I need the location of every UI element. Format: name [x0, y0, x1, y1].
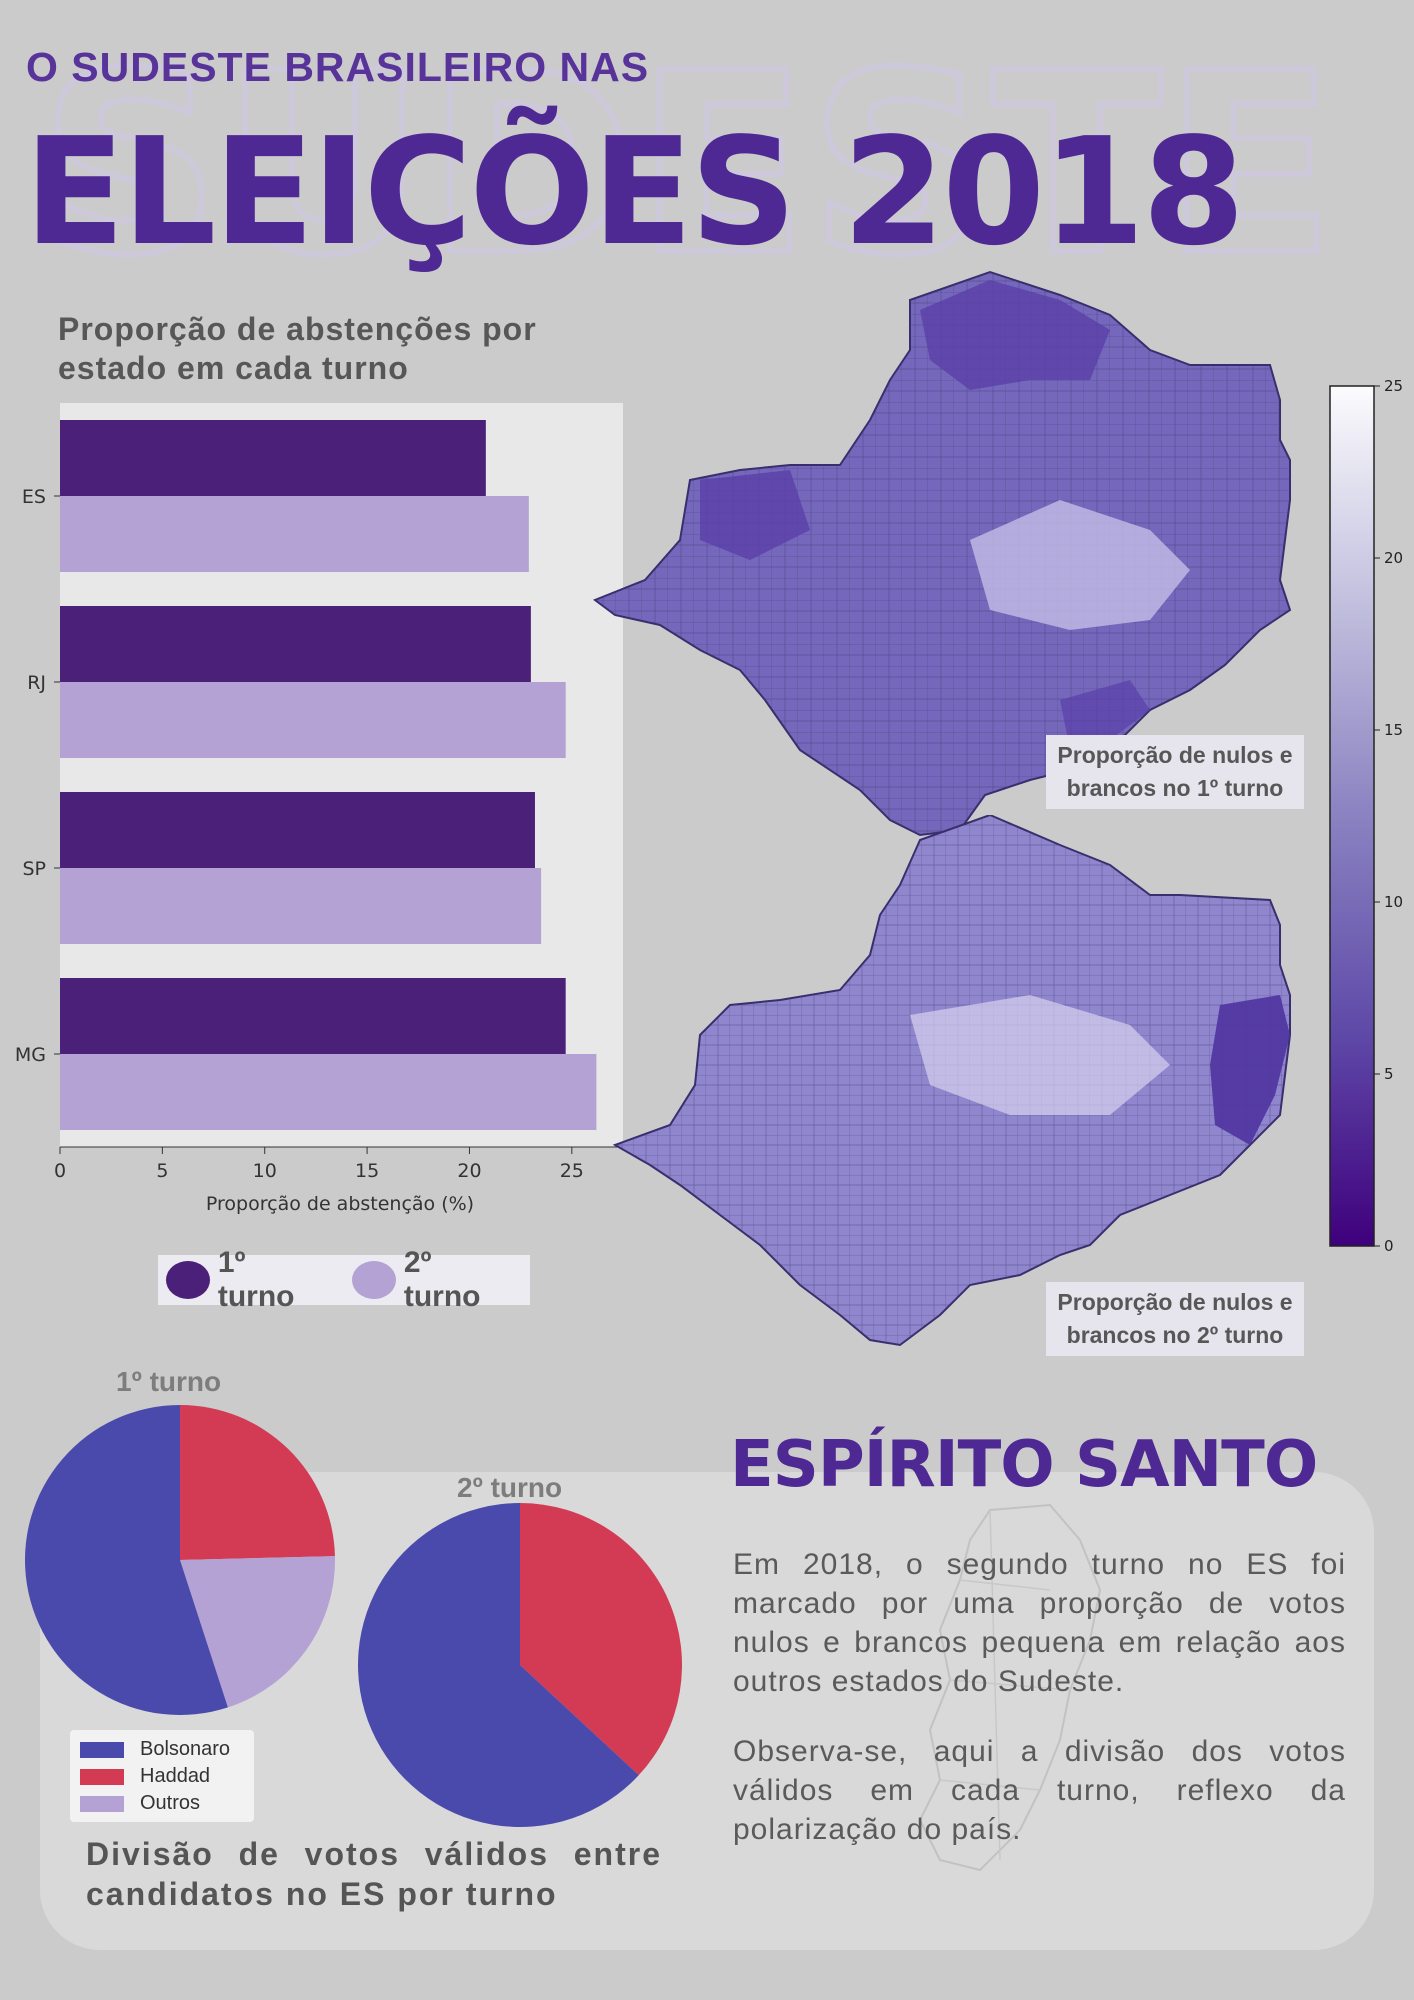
pie-legend: Bolsonaro Haddad Outros — [70, 1730, 254, 1822]
map2-es-dark-area — [1210, 995, 1290, 1145]
x-tick-label-10: 10 — [253, 1160, 277, 1182]
pie-slice-bolsonaro — [357, 1503, 639, 1827]
colorbar: 0 5 10 15 20 25 — [1329, 377, 1403, 1255]
legend-item-1-turno: 1º turno — [166, 1246, 330, 1314]
map2-light-area-center — [910, 995, 1170, 1115]
espirito-santo-title: ESPÍRITO SANTO — [730, 1428, 1318, 1502]
turno-legend: 1º turno 2º turno — [158, 1246, 530, 1313]
page-title: ELEIÇÕES 2018 — [24, 106, 1245, 278]
bar-rj-2-turno — [60, 682, 566, 758]
x-axis-label: Proporção de abstenção (%) — [206, 1193, 474, 1215]
colorbar-gradient — [1329, 385, 1375, 1247]
pie-slice-haddad — [520, 1503, 682, 1776]
pie-legend-swatch-bolsonaro — [80, 1741, 124, 1758]
x-tick-label-5: 5 — [156, 1160, 168, 1182]
pie-title-1-turno: 1º turno — [116, 1366, 222, 1397]
map-dark-area-west — [700, 470, 810, 560]
y-tick-label-mg: MG — [15, 1044, 46, 1066]
pie-title-2-turno: 2º turno — [457, 1472, 563, 1503]
y-tick-label-rj: RJ — [27, 672, 46, 694]
colorbar-tick-0: 0 — [1384, 1237, 1394, 1255]
pie-legend-label-haddad: Haddad — [140, 1765, 211, 1787]
map-dark-area-coast — [1060, 680, 1150, 750]
x-tick-label-25: 25 — [560, 1160, 584, 1182]
bar-sp-2-turno — [60, 868, 542, 944]
page-kicker: O SUDESTE BRASILEIRO NAS — [26, 44, 650, 90]
bar-rj-1-turno — [60, 606, 531, 682]
map-label-2-turno: Proporção de nulos e brancos no 2º turno — [1046, 1282, 1304, 1356]
y-tick-label-es: ES — [22, 486, 46, 508]
pie-legend-item-bolsonaro: Bolsonaro — [80, 1736, 254, 1763]
pie-legend-swatch-outros — [80, 1795, 124, 1812]
x-tick-label-0: 0 — [54, 1160, 66, 1182]
colorbar-tick-15: 15 — [1384, 721, 1403, 739]
bar-es-1-turno — [60, 420, 486, 496]
pie-legend-label-bolsonaro: Bolsonaro — [140, 1738, 231, 1760]
colorbar-tick-10: 10 — [1384, 893, 1403, 911]
bar-sp-1-turno — [60, 792, 535, 868]
bar-es-2-turno — [60, 496, 529, 572]
bar-mg-1-turno — [60, 978, 566, 1054]
legend-swatch-1-turno — [166, 1261, 210, 1299]
background-word-sudeste: SUDESTE — [37, 19, 1338, 310]
colorbar-tick-20: 20 — [1384, 549, 1403, 567]
pie-legend-label-outros: Outros — [140, 1792, 201, 1814]
pie-slice-bolsonaro — [24, 1405, 228, 1715]
es-paragraph-1: Em 2018, o segundo turno no ES foi marca… — [733, 1548, 1346, 1698]
pie-slice-outros — [180, 1556, 335, 1708]
legend-swatch-2-turno — [352, 1261, 396, 1299]
legend-label-2-turno: 2º turno — [403, 1246, 481, 1313]
map-dark-area-north — [920, 280, 1110, 390]
bar-mg-2-turno — [60, 1054, 597, 1130]
map-light-area-center — [970, 500, 1190, 630]
pie-legend-swatch-haddad — [80, 1768, 124, 1785]
legend-label-1-turno: 1º turno — [217, 1246, 295, 1313]
es-paragraph-2: Observa-se, aqui a divisão dos votos vál… — [733, 1735, 1346, 1846]
choropleth-map-2-turno — [612, 815, 1291, 1347]
pie-caption: Divisão de votos válidos entre candidato… — [86, 1836, 662, 1912]
x-tick-label-15: 15 — [355, 1160, 379, 1182]
legend-item-2-turno: 2º turno — [352, 1246, 516, 1314]
bar-chart-title: Proporção de abstenções por estado em ca… — [58, 311, 537, 386]
x-tick-label-20: 20 — [457, 1160, 481, 1182]
choropleth-map-1-turno — [592, 270, 1292, 837]
pie-chart-2-turno — [357, 1503, 682, 1827]
pie-chart-1-turno — [24, 1405, 335, 1715]
abstention-bar-chart: ES RJ SP MG 0 5 10 15 20 25 Proporção de abstenção… — [15, 403, 623, 1215]
map-label-1-turno: Proporção de nulos e brancos no 1º turno — [1046, 735, 1304, 809]
y-tick-label-sp: SP — [22, 858, 46, 880]
colorbar-tick-25: 25 — [1384, 377, 1403, 395]
pie-legend-item-outros: Outros — [80, 1790, 254, 1817]
colorbar-tick-5: 5 — [1384, 1065, 1394, 1083]
es-state-outline-watermark — [918, 1503, 1102, 1872]
pie-slice-haddad — [180, 1405, 335, 1560]
pie-legend-item-haddad: Haddad — [80, 1763, 254, 1790]
